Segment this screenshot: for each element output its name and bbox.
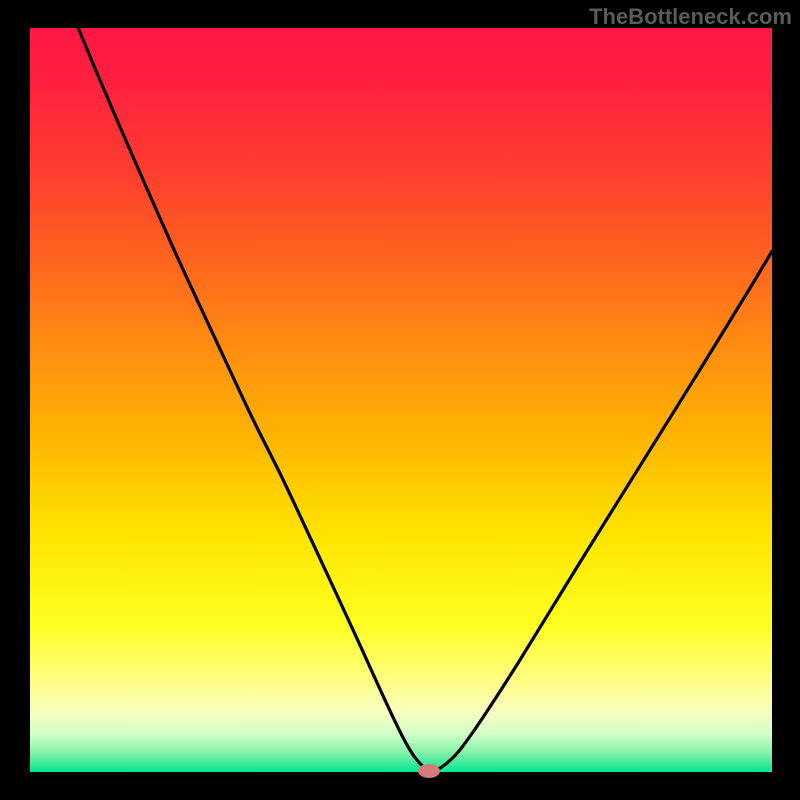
optimal-marker — [418, 764, 440, 778]
curve-path — [78, 28, 772, 771]
watermark-text: TheBottleneck.com — [589, 4, 792, 30]
plot-area — [30, 28, 772, 772]
chart-frame: TheBottleneck.com — [0, 0, 800, 800]
bottleneck-curve — [30, 28, 772, 772]
